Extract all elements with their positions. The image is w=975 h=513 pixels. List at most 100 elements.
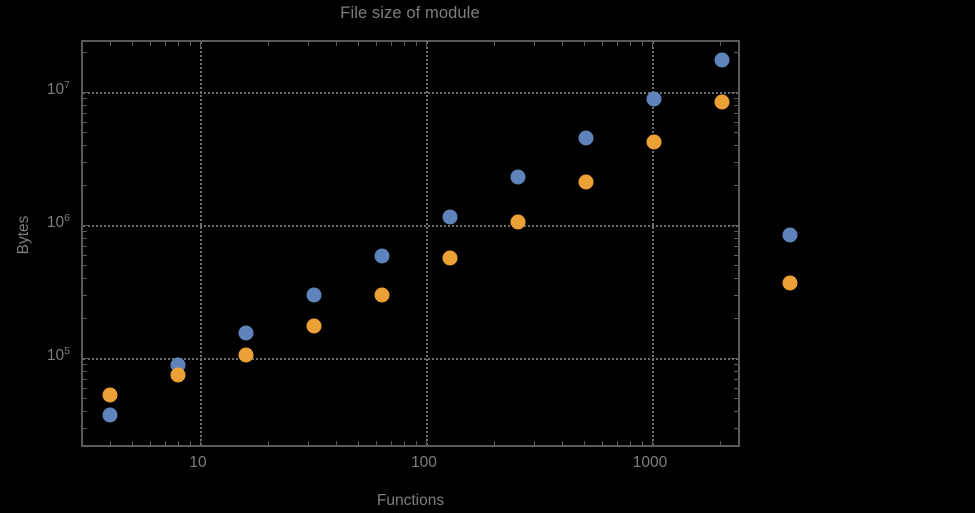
- x-tick-label-10: 10: [189, 454, 207, 471]
- tick-y-minor: [83, 121, 87, 123]
- tick-x-minor-top: [131, 42, 133, 46]
- tick-y-minor: [83, 98, 87, 100]
- tick-y-minor: [83, 364, 87, 366]
- tick-x-minor: [630, 441, 632, 445]
- tick-x-minor-top: [178, 42, 180, 46]
- tick-x-major-top: [426, 42, 427, 49]
- tick-y-minor-right: [734, 364, 738, 366]
- data-point-series_b-7: [578, 174, 594, 190]
- x-tick-label-100: 100: [411, 454, 437, 471]
- tick-x-minor-top: [268, 42, 270, 46]
- data-point-series_a-5: [442, 209, 458, 225]
- tick-y-minor: [83, 398, 87, 400]
- tick-x-major-top: [652, 42, 653, 49]
- data-point-series_a-6: [510, 169, 526, 185]
- data-point-series_a-3: [306, 287, 322, 303]
- tick-x-minor-top: [189, 42, 191, 46]
- tick-x-minor: [533, 441, 535, 445]
- y-axis-title: Bytes: [15, 215, 32, 255]
- gridline-horizontal-1000000: [83, 225, 738, 227]
- tick-x-minor: [307, 441, 309, 445]
- tick-x-minor: [641, 441, 643, 445]
- tick-x-minor: [415, 441, 417, 445]
- tick-y-minor-right: [734, 410, 738, 412]
- x-tick-label-1000: 1000: [632, 454, 668, 471]
- tick-x-minor-top: [336, 42, 338, 46]
- tick-x-minor-top: [533, 42, 535, 46]
- data-point-series_b-0: [102, 387, 118, 403]
- tick-x-minor-top: [164, 42, 166, 46]
- tick-x-minor: [720, 441, 722, 445]
- tick-x-minor: [390, 441, 392, 445]
- tick-y-minor: [83, 231, 87, 233]
- tick-y-minor-right: [734, 231, 738, 233]
- tick-y-minor: [83, 132, 87, 134]
- tick-y-minor-right: [734, 144, 738, 146]
- tick-x-minor-top: [494, 42, 496, 46]
- data-point-series_b-5: [442, 250, 458, 266]
- tick-x-minor-top: [720, 42, 722, 46]
- tick-y-minor-right: [734, 132, 738, 134]
- tick-x-minor-top: [630, 42, 632, 46]
- tick-y-minor-right: [734, 398, 738, 400]
- chart-title: File size of module: [340, 4, 480, 22]
- tick-x-minor-top: [562, 42, 564, 46]
- tick-x-minor: [110, 441, 112, 445]
- y-tick-label-1e7: 107: [46, 78, 70, 98]
- tick-x-minor: [357, 441, 359, 445]
- tick-y-minor-right: [734, 254, 738, 256]
- tick-x-minor: [601, 441, 603, 445]
- tick-y-minor-right: [734, 121, 738, 123]
- gridline-horizontal-10000000: [83, 92, 738, 94]
- tick-y-minor: [83, 104, 87, 106]
- tick-y-minor: [83, 317, 87, 319]
- tick-y-minor: [83, 370, 87, 372]
- tick-y-minor: [83, 245, 87, 247]
- tick-y-minor: [83, 254, 87, 256]
- tick-y-minor-right: [734, 294, 738, 296]
- tick-x-minor-top: [149, 42, 151, 46]
- tick-y-major-right: [731, 225, 738, 226]
- tick-x-minor-top: [601, 42, 603, 46]
- tick-x-minor-top: [583, 42, 585, 46]
- data-point-series_b-4: [374, 287, 390, 303]
- data-point-series_a-4: [374, 248, 390, 264]
- legend-marker-series_b: [782, 275, 798, 291]
- gridline-horizontal-100000: [83, 358, 738, 360]
- x-axis-title: Functions: [376, 492, 445, 509]
- y-tick-label-1e5: 105: [46, 344, 70, 364]
- tick-y-minor: [83, 410, 87, 412]
- tick-y-minor: [83, 277, 87, 279]
- tick-y-minor: [83, 378, 87, 380]
- tick-x-minor: [268, 441, 270, 445]
- legend-marker-series_a: [782, 227, 798, 243]
- data-point-series_b-9: [714, 94, 730, 110]
- tick-y-minor: [83, 184, 87, 186]
- tick-y-major: [83, 358, 90, 359]
- tick-y-minor-right: [734, 277, 738, 279]
- tick-y-minor-right: [734, 317, 738, 319]
- tick-x-minor-top: [415, 42, 417, 46]
- tick-x-minor: [583, 441, 585, 445]
- tick-y-minor: [83, 51, 87, 53]
- tick-y-minor: [83, 112, 87, 114]
- tick-x-minor-top: [404, 42, 406, 46]
- tick-x-minor-top: [110, 42, 112, 46]
- tick-y-minor-right: [734, 387, 738, 389]
- tick-y-minor-right: [734, 265, 738, 267]
- tick-y-minor-right: [734, 245, 738, 247]
- data-point-series_a-9: [714, 52, 730, 68]
- tick-x-minor: [404, 441, 406, 445]
- tick-y-minor-right: [734, 427, 738, 429]
- data-point-series_a-0: [102, 407, 118, 423]
- tick-x-minor: [178, 441, 180, 445]
- tick-x-minor: [336, 441, 338, 445]
- tick-y-minor: [83, 294, 87, 296]
- plot-frame: [81, 40, 740, 447]
- tick-x-minor-top: [616, 42, 618, 46]
- tick-y-minor-right: [734, 104, 738, 106]
- tick-x-minor-top: [375, 42, 377, 46]
- tick-y-minor-right: [734, 51, 738, 53]
- tick-x-minor: [189, 441, 191, 445]
